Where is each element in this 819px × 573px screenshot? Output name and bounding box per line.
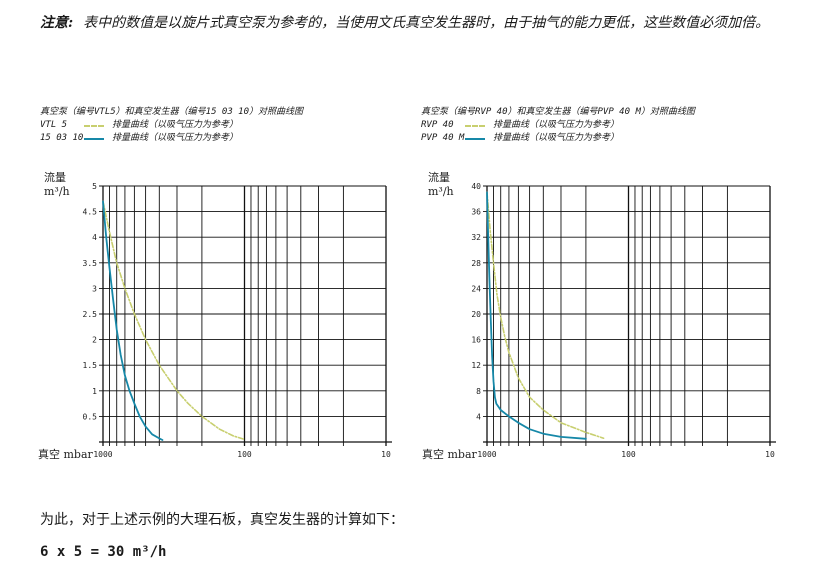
y-tick-label: 16 (471, 336, 481, 345)
x-axis-label: 真空 mbar (422, 447, 478, 461)
legend-code: PVP 40 M (421, 133, 465, 143)
y-axis-label: 流量 (44, 170, 66, 184)
y-tick-label: 40 (471, 182, 481, 191)
x-tick-label: 10 (381, 450, 391, 459)
x-tick-label: 1000 (93, 450, 112, 459)
dashed-line-swatch (84, 124, 104, 127)
y-tick-label: 5 (92, 182, 97, 191)
x-axis-label: 真空 mbar (38, 447, 94, 461)
legend-text: 排量曲线（以吸气压力为参考） (493, 133, 620, 143)
note-paragraph: 注意: 表中的数值是以旋片式真空泵为参考的，当使用文氏真空发生器时，由于抽气的能力… (40, 14, 800, 32)
solid-line-swatch (84, 137, 104, 140)
x-tick-label: 1000 (477, 450, 496, 459)
generator-flow-curve (102, 200, 164, 441)
y-tick-label: 24 (471, 284, 481, 293)
y-tick-label: 20 (471, 310, 481, 319)
chart-vtl5: 5 4.5 4 3.5 3 2.5 2 1.5 1 0.5 1000 100 10 流量 m³/h 真空 mb… (36, 166, 396, 470)
y-tick-label: 2.5 (83, 310, 98, 319)
y-tick-label: 3 (92, 284, 97, 293)
y-tick-label: 36 (471, 208, 481, 217)
right-legend-item-pump: RVP 40 排量曲线（以吸气压力为参考） (421, 119, 695, 132)
legend-code: RVP 40 (421, 120, 454, 130)
y-tick-label: 32 (471, 233, 481, 242)
y-tick-label: 1.5 (83, 361, 98, 370)
note-label: 注意: (40, 15, 74, 31)
x-tick-label: 10 (765, 450, 775, 459)
right-legend-heading: 真空泵（编号RVP 40）和真空发生器（编号PVP 40 M）对照曲线图 (421, 107, 695, 117)
y-tick-label: 0.5 (83, 412, 98, 421)
y-tick-label: 4 (476, 412, 481, 421)
right-legend-item-generator: PVP 40 M 排量曲线（以吸气压力为参考） (421, 132, 695, 145)
y-tick-label: 3.5 (83, 259, 98, 268)
x-tick-label: 100 (237, 450, 252, 459)
y-axis-unit: m³/h (428, 185, 454, 198)
note-text: 表中的数值是以旋片式真空泵为参考的，当使用文氏真空发生器时，由于抽气的能力更低，… (83, 15, 770, 31)
pump-flow-curve (102, 200, 246, 441)
left-legend: 真空泵（编号VTL5）和真空发生器（编号15 03 10）对照曲线图 VTL 5… (40, 106, 303, 145)
calc-formula: 6 x 5 = 30 m³/h (40, 544, 167, 560)
calc-intro: 为此，对于上述示例的大理石板，真空发生器的计算如下： (40, 512, 404, 528)
y-axis-label: 流量 (428, 170, 450, 184)
y-tick-label: 4 (92, 233, 97, 242)
y-tick-label: 28 (471, 259, 481, 268)
legend-text: 排量曲线（以吸气压力为参考） (493, 120, 620, 130)
y-tick-label: 2 (92, 336, 97, 345)
y-axis-unit: m³/h (44, 185, 70, 198)
pump-flow-curve (486, 191, 605, 439)
generator-flow-curve (486, 191, 587, 440)
chart-rvp40: 40 36 32 28 24 20 16 12 8 4 1000 100 10 流量 m³/h 真空 mbar (420, 166, 780, 470)
left-legend-heading: 真空泵（编号VTL5）和真空发生器（编号15 03 10）对照曲线图 (40, 107, 304, 117)
y-tick-label: 4.5 (83, 208, 98, 217)
legend-text: 排量曲线（以吸气压力为参考） (112, 133, 239, 143)
left-legend-item-generator: 15 03 10 排量曲线（以吸气压力为参考） (40, 132, 303, 145)
legend-text: 排量曲线（以吸气压力为参考） (112, 120, 239, 130)
x-tick-label: 100 (621, 450, 636, 459)
right-legend: 真空泵（编号RVP 40）和真空发生器（编号PVP 40 M）对照曲线图 RVP… (421, 106, 695, 145)
legend-code: VTL 5 (40, 120, 68, 130)
left-legend-item-pump: VTL 5 排量曲线（以吸气压力为参考） (40, 119, 303, 132)
solid-line-swatch (465, 137, 485, 140)
y-tick-label: 1 (92, 387, 97, 396)
dashed-line-swatch (465, 124, 485, 127)
legend-code: 15 03 10 (40, 133, 84, 143)
y-tick-label: 12 (471, 361, 481, 370)
y-tick-label: 8 (476, 387, 481, 396)
